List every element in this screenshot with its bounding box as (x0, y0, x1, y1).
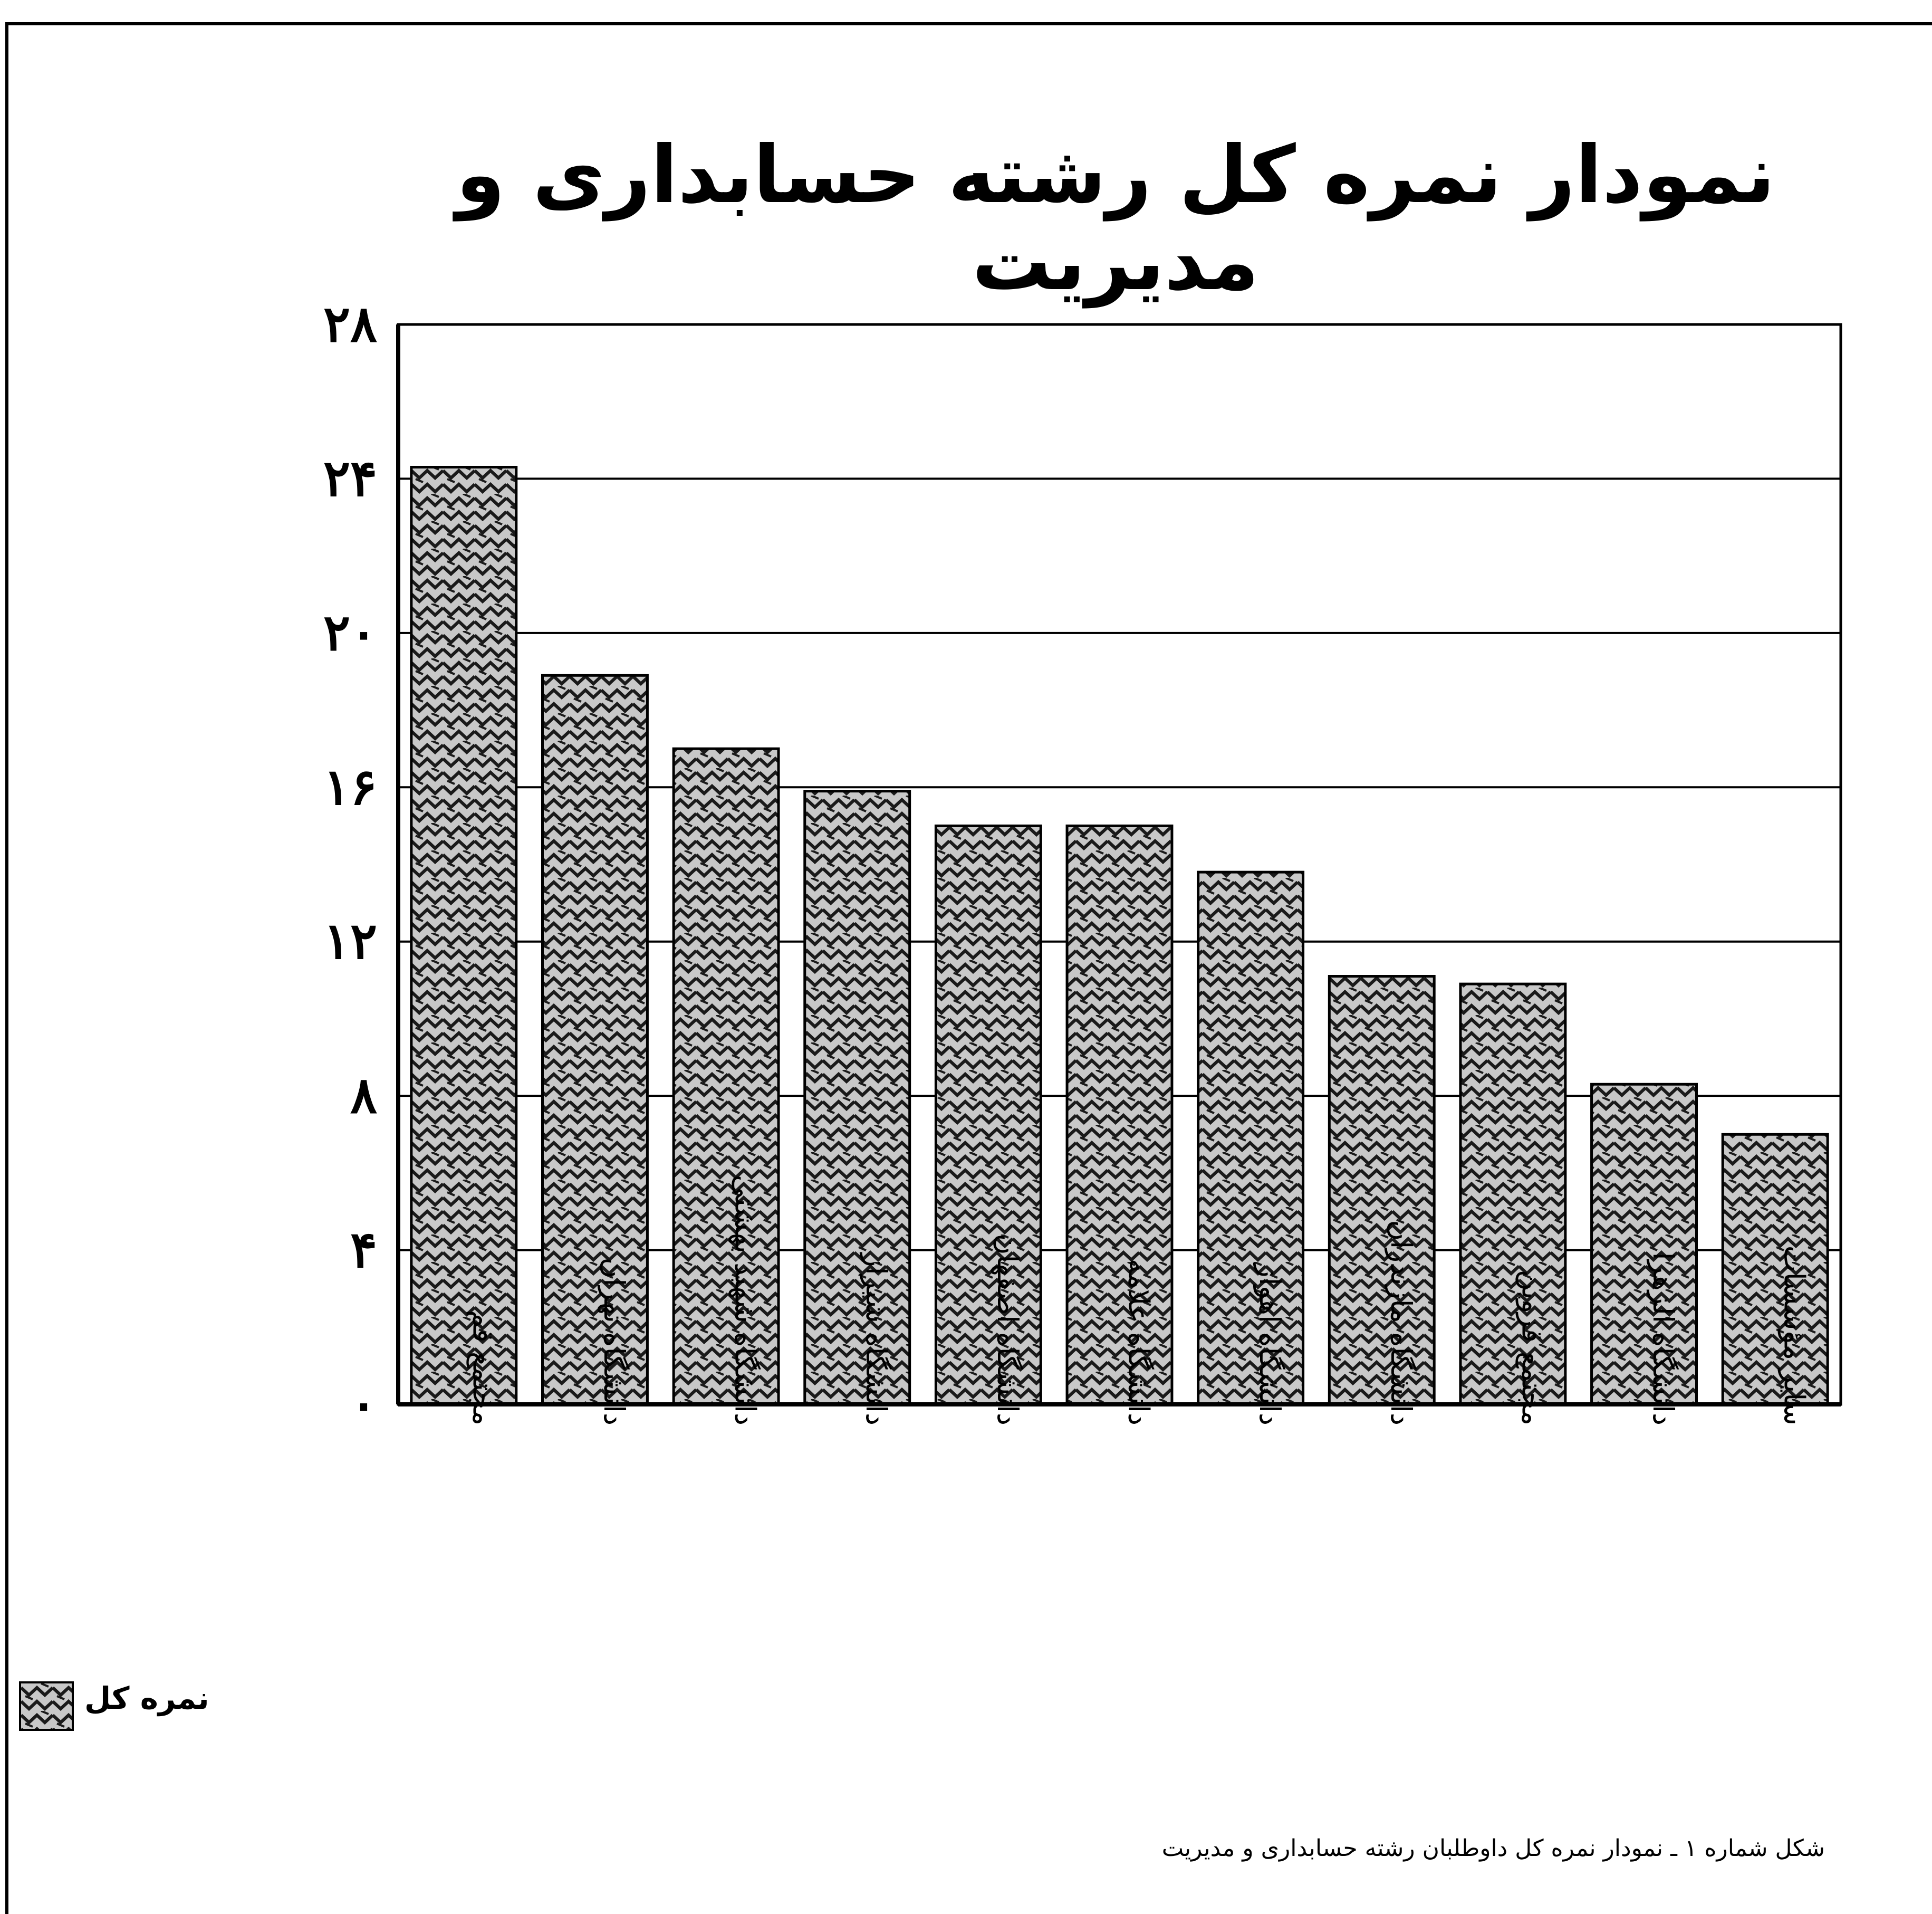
x-category-label: دانشگاه شهید بهشتی (728, 1175, 762, 1425)
x-category-label: مجتمع قم (466, 1310, 499, 1425)
x-category-label: مجتمع قزوین (1515, 1270, 1549, 1425)
legend-swatch-rect (21, 1683, 72, 1729)
y-tick-label: ۱۶ (323, 758, 377, 816)
bar (1459, 982, 1567, 1406)
y-tick-label: ۲۴ (323, 449, 377, 508)
bar (541, 674, 649, 1406)
page-frame (5, 22, 1932, 1914)
legend-swatch (19, 1681, 74, 1731)
y-tick-label: ۲۸ (323, 295, 377, 353)
legend: نمره کل (11, 1675, 237, 1733)
y-tick-label: ۸ (350, 1066, 377, 1125)
axes (396, 323, 1842, 1406)
bar (803, 790, 911, 1406)
bar (672, 747, 780, 1406)
bars (410, 465, 1829, 1406)
x-category-label: دانشگاه تهران (597, 1258, 631, 1425)
bar (934, 824, 1042, 1406)
x-category-label: دانشگاه الزهرا (1646, 1252, 1680, 1425)
x-category-label: دانشگاه اهواز (1253, 1262, 1286, 1425)
bar (1197, 870, 1305, 1406)
bar (1590, 1083, 1698, 1406)
bar (1065, 824, 1174, 1406)
legend-swatch-fill (21, 1683, 72, 1729)
x-category-label: دانشگاه اصفهان (991, 1234, 1024, 1425)
x-category-label: دانشگاه مازندران (1384, 1220, 1418, 1425)
y-tick-label: ۲۰ (323, 604, 377, 662)
legend-label: نمره کل (84, 1680, 209, 1716)
bar (410, 465, 518, 1406)
y-tick-label: ۴ (350, 1221, 377, 1279)
x-category-labels: مجتمع قم دانشگاه تهران دانشگاه شهید بهشتی د… (466, 1175, 1811, 1425)
chart-title: نمودار نمره کل رشته حسابداری و مدیریت (456, 129, 1775, 308)
x-category-label: دانشگاه شیراز (859, 1252, 893, 1425)
y-tick-labels: ۰ ۴ ۸ ۱۲ ۱۶ ۲۰ ۲۴ ۲۸ (323, 295, 377, 1433)
bar (1328, 975, 1436, 1406)
y-tick-label: ۰ (350, 1375, 377, 1433)
figure-caption: شکل شماره ۱ ـ نمودار نمره کل داوطلبان رش… (1161, 1835, 1825, 1862)
x-category-label: دانشگاه علامه (1122, 1259, 1156, 1425)
bar (1721, 1133, 1829, 1406)
x-category-label: سایر مؤسسات (1777, 1246, 1811, 1425)
y-tick-label: ۱۲ (323, 912, 377, 971)
